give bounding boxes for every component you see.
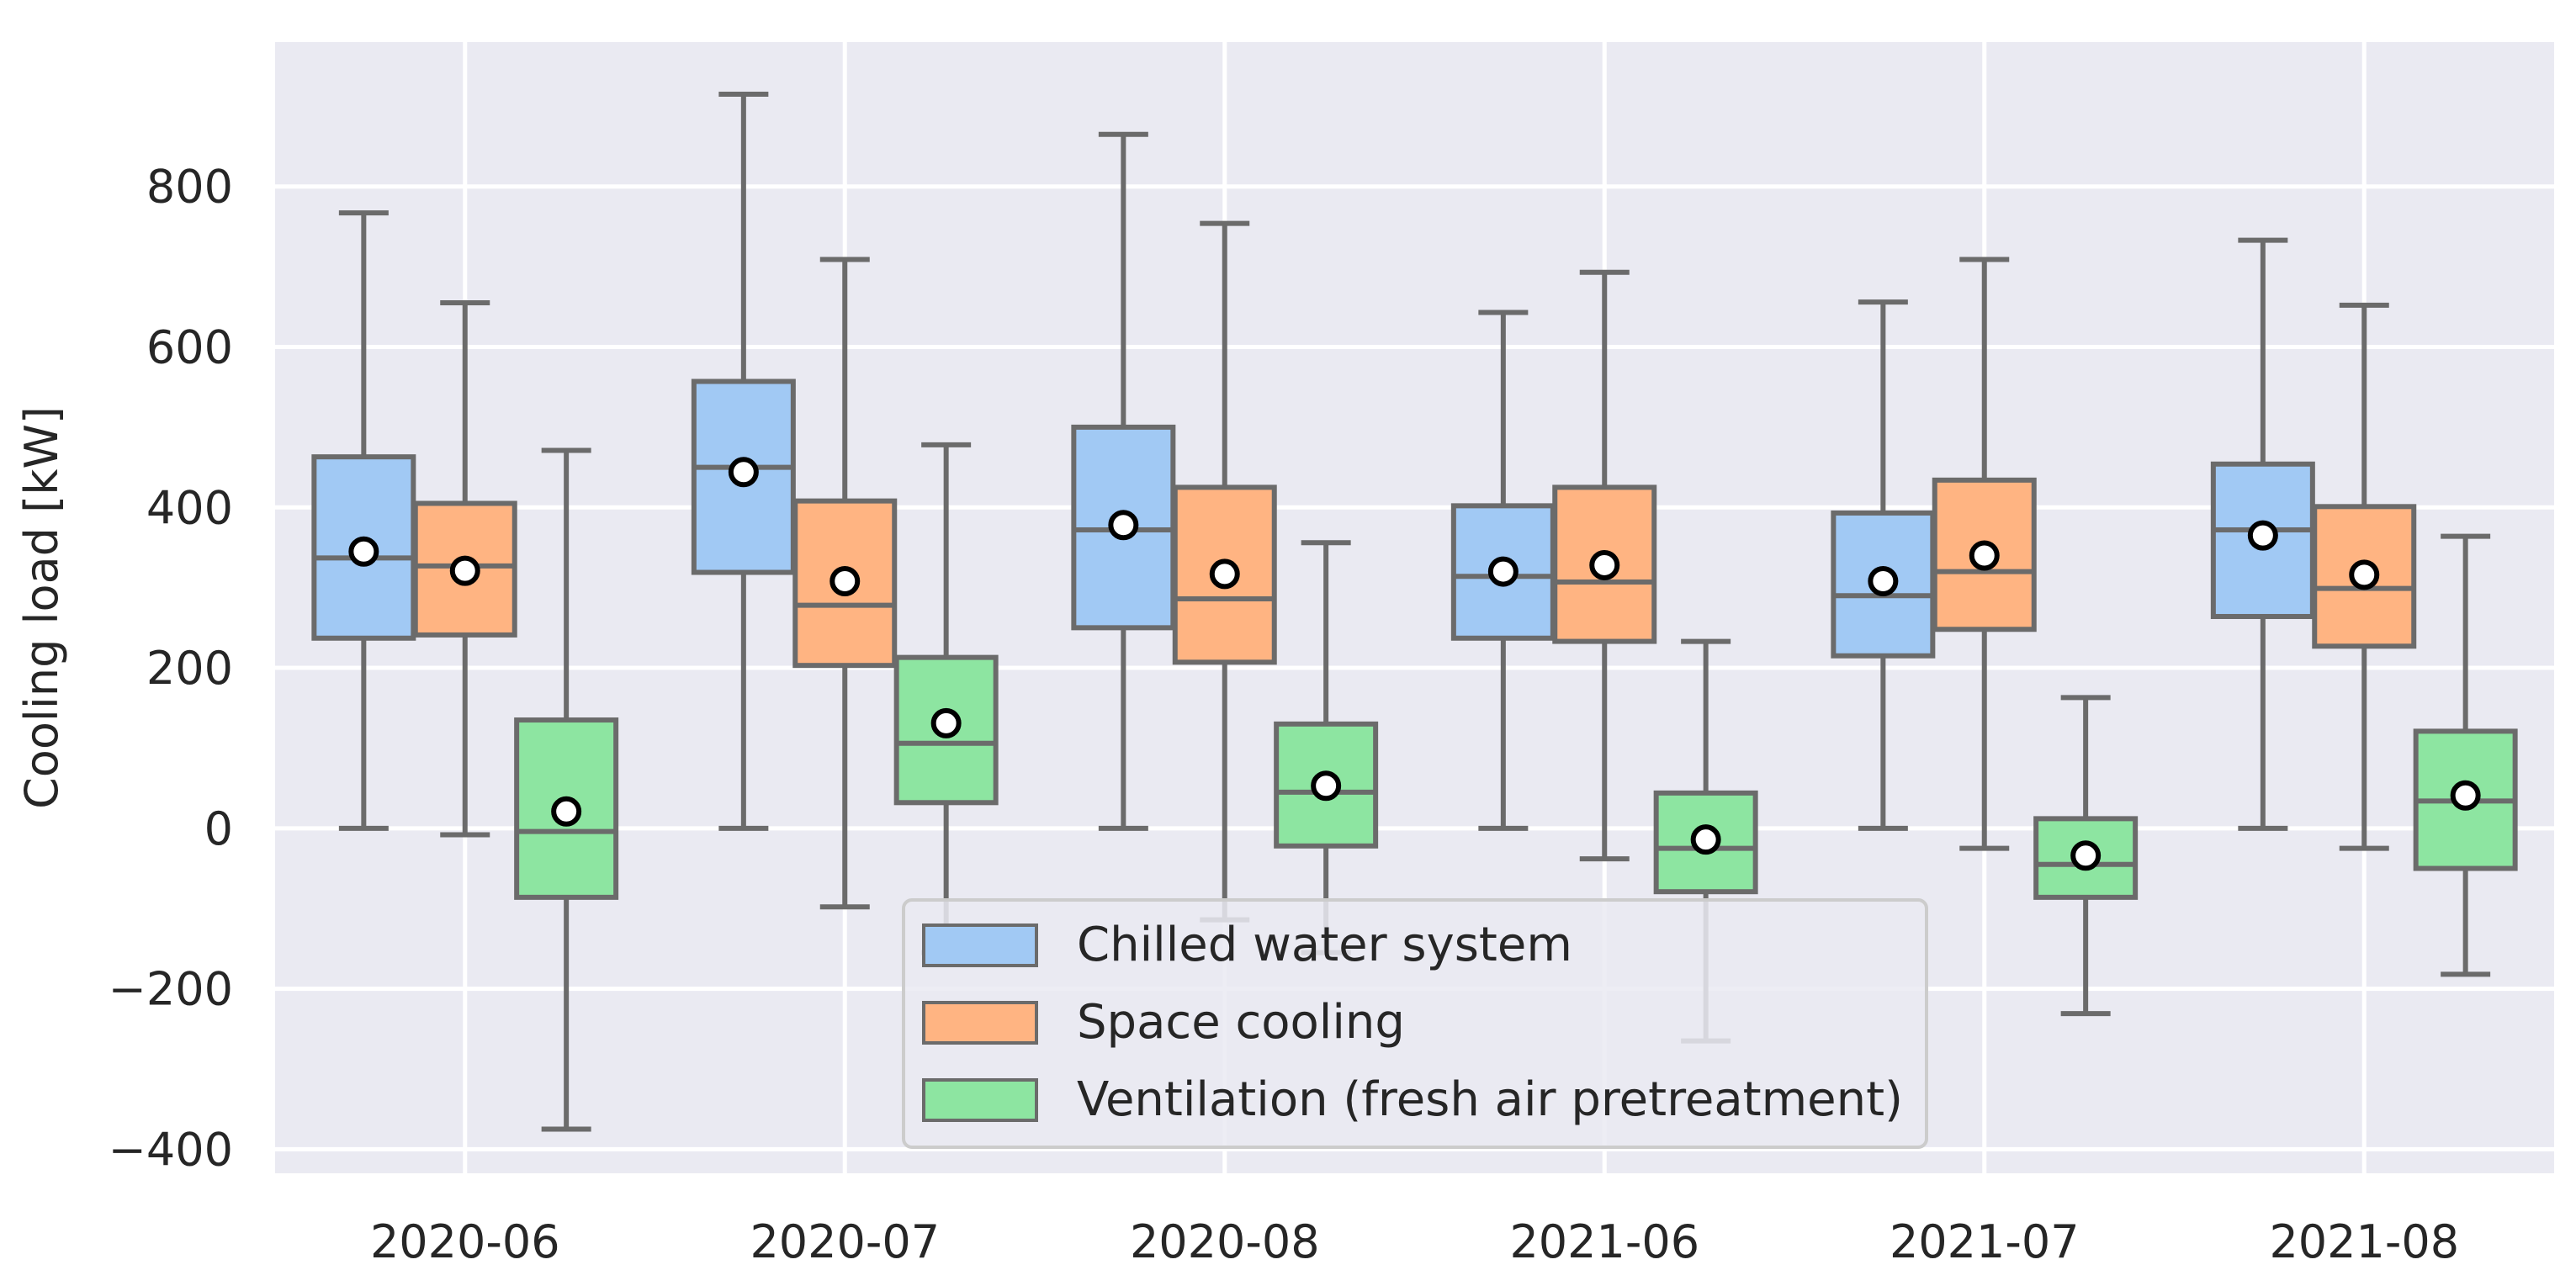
box-2020-07 — [893, 442, 999, 955]
legend-swatch — [922, 923, 1038, 967]
y-tick-label: −400 — [109, 1123, 233, 1176]
x-tick-label: 2020-08 — [1130, 1215, 1320, 1268]
mean-marker — [2247, 520, 2278, 551]
legend-item: Space cooling — [922, 995, 1405, 1050]
x-tick-label: 2020-06 — [370, 1215, 560, 1268]
mean-marker — [1589, 549, 1620, 580]
mean-marker — [1209, 558, 1240, 590]
y-tick-labels: −400 −200 0 200 400 600 800 — [109, 161, 233, 1177]
mean-marker — [728, 457, 759, 488]
y-tick-label: 800 — [146, 161, 233, 214]
box-2021-07 — [2033, 695, 2139, 1017]
mean-marker — [1108, 510, 1139, 541]
box-2021-07 — [1831, 299, 1936, 831]
box-2021-08 — [2210, 237, 2315, 831]
mean-marker — [930, 707, 962, 738]
legend: Chilled water system Space cooling Ventila… — [902, 898, 1928, 1149]
legend-frame — [902, 898, 1928, 1149]
series-space-cooling — [412, 220, 2417, 923]
y-tick-label: −200 — [109, 963, 233, 1016]
mean-marker — [348, 536, 379, 567]
box-2020-07 — [691, 92, 796, 831]
x-tick-label: 2021-07 — [1890, 1215, 2080, 1268]
box-2020-06 — [412, 300, 517, 838]
mean-marker — [449, 555, 480, 586]
iqr-box — [2312, 504, 2417, 649]
mean-marker — [551, 796, 582, 827]
box-2021-06 — [1552, 269, 1657, 862]
iqr-box — [1450, 503, 1556, 641]
mean-marker — [1690, 824, 1721, 855]
mean-marker — [830, 566, 861, 597]
legend-label: Space cooling — [1077, 995, 1405, 1050]
y-tick-label: 400 — [146, 481, 233, 534]
box-2020-07 — [792, 257, 898, 910]
x-tick-label: 2020-07 — [750, 1215, 940, 1268]
legend-label: Ventilation (fresh air pretreatment) — [1077, 1072, 1903, 1127]
mean-marker — [1969, 540, 2000, 571]
box-2020-08 — [1071, 131, 1176, 831]
mean-marker — [2349, 559, 2380, 590]
box-2021-07 — [1932, 257, 2037, 851]
series-ventilation-fresh-air-pretreatment — [514, 442, 2518, 1132]
box-series-group — [311, 92, 2518, 1132]
x-tick-label: 2021-08 — [2269, 1215, 2459, 1268]
mean-marker — [2070, 840, 2102, 871]
box-2021-08 — [2413, 533, 2518, 977]
iqr-box — [792, 498, 898, 669]
legend-item: Chilled water system — [922, 918, 1572, 972]
x-tick-label: 2021-06 — [1509, 1215, 1699, 1268]
mean-marker — [1487, 556, 1519, 587]
legend-label: Chilled water system — [1077, 918, 1572, 972]
x-tick-labels: 2020-06 2020-07 2020-08 2021-06 2021-07 2021-… — [370, 1215, 2459, 1268]
series-chilled-water-system — [311, 92, 2315, 831]
legend-item: Ventilation (fresh air pretreatment) — [922, 1072, 1903, 1127]
box-2020-06 — [311, 210, 416, 831]
box-2021-06 — [1450, 310, 1556, 831]
y-tick-label: 600 — [146, 320, 233, 373]
legend-swatch — [922, 1078, 1038, 1122]
mean-marker — [1868, 566, 1899, 597]
y-tick-label: 0 — [204, 802, 233, 855]
box-2021-08 — [2312, 302, 2417, 851]
y-axis-title: Cooling load [kW] — [15, 406, 68, 809]
box-2020-08 — [1172, 220, 1277, 923]
mean-marker — [1311, 770, 1342, 802]
y-tick-label: 200 — [146, 642, 233, 695]
mean-marker — [2450, 780, 2481, 811]
box-2020-06 — [514, 447, 619, 1132]
legend-swatch — [922, 1001, 1038, 1045]
